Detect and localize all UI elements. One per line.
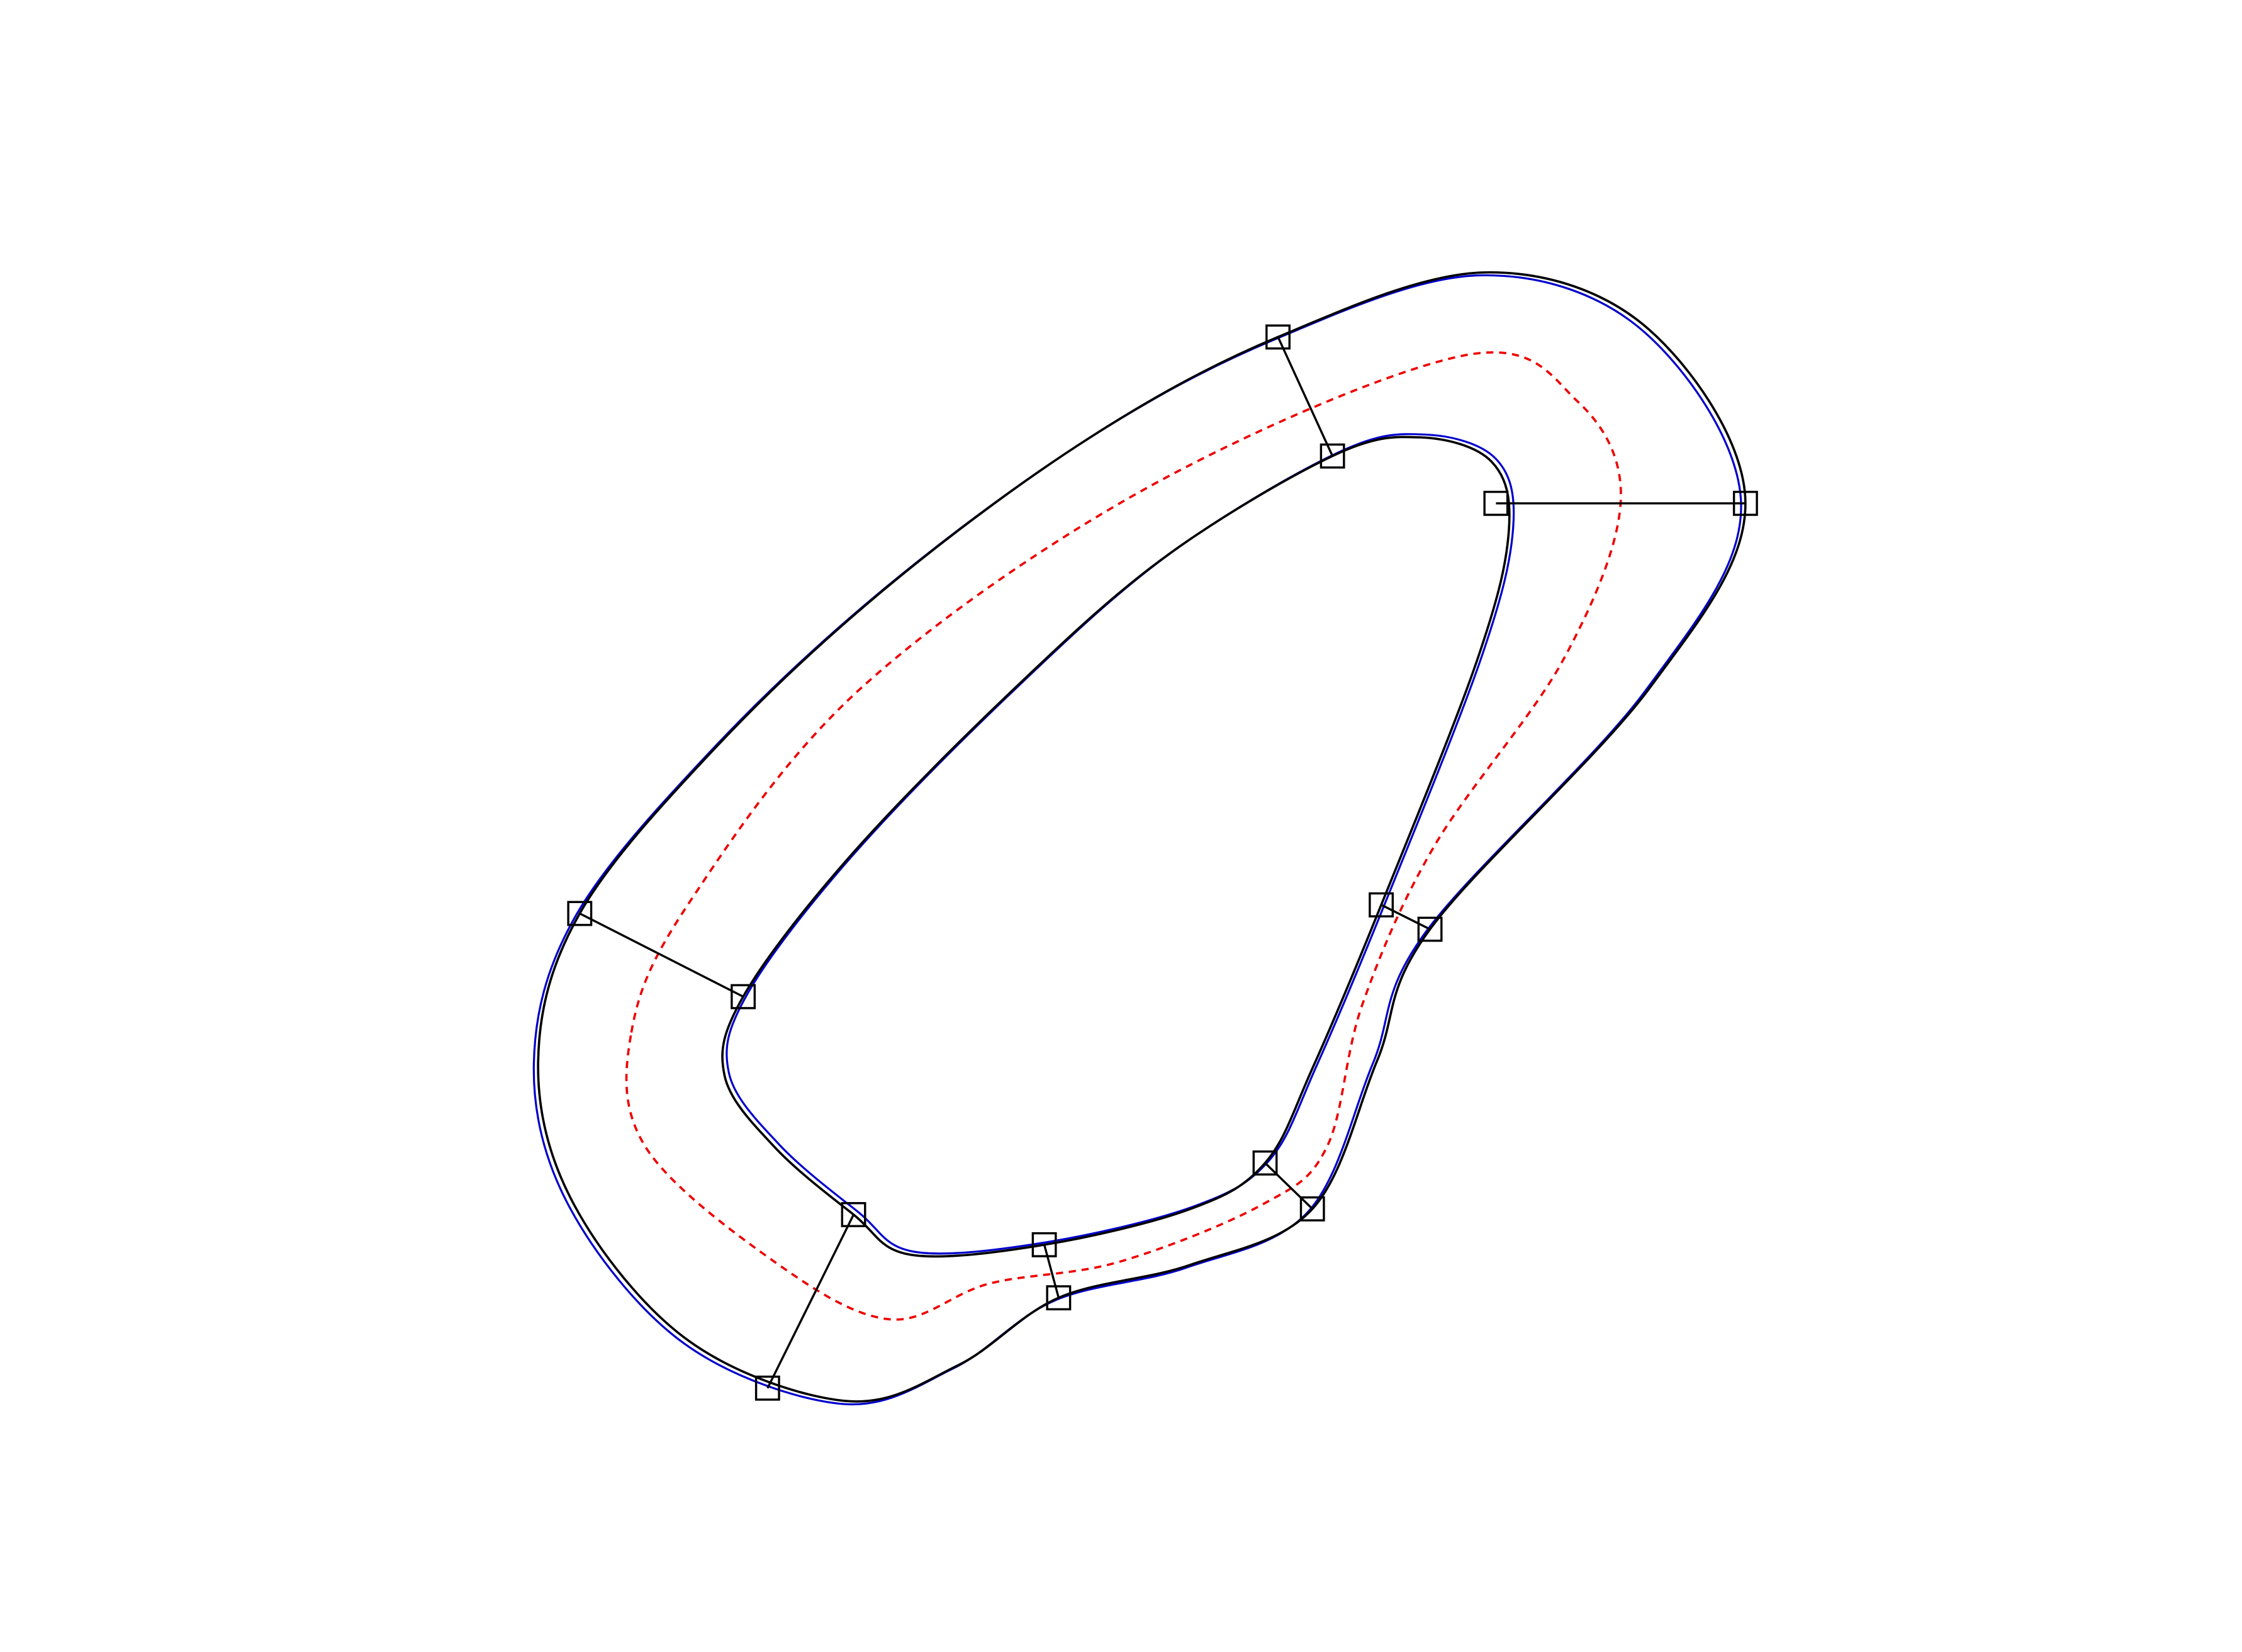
link-line xyxy=(1264,1162,1313,1210)
outer-curve xyxy=(537,271,1747,1403)
control-box xyxy=(1417,916,1443,942)
control-box xyxy=(1320,443,1345,469)
control-box xyxy=(1265,324,1291,350)
link-line xyxy=(766,1214,855,1389)
control-box xyxy=(567,901,593,926)
control-box xyxy=(1252,1150,1278,1176)
center-dashed-curve xyxy=(625,351,1622,1321)
link-line xyxy=(1043,1244,1060,1298)
control-box xyxy=(1031,1232,1057,1257)
control-box xyxy=(1483,490,1509,516)
curves xyxy=(532,271,1747,1406)
links xyxy=(579,336,1746,1389)
control-box xyxy=(1369,892,1394,918)
control-points xyxy=(567,324,1758,1401)
control-box xyxy=(1299,1196,1325,1222)
link-line xyxy=(1277,336,1334,457)
link-line xyxy=(1381,904,1431,931)
link-line xyxy=(579,912,744,998)
control-box xyxy=(731,984,756,1009)
control-box xyxy=(1732,490,1758,516)
control-box xyxy=(1046,1285,1072,1311)
control-box xyxy=(754,1375,780,1401)
control-box xyxy=(841,1202,866,1227)
inner-curve xyxy=(721,435,1511,1258)
